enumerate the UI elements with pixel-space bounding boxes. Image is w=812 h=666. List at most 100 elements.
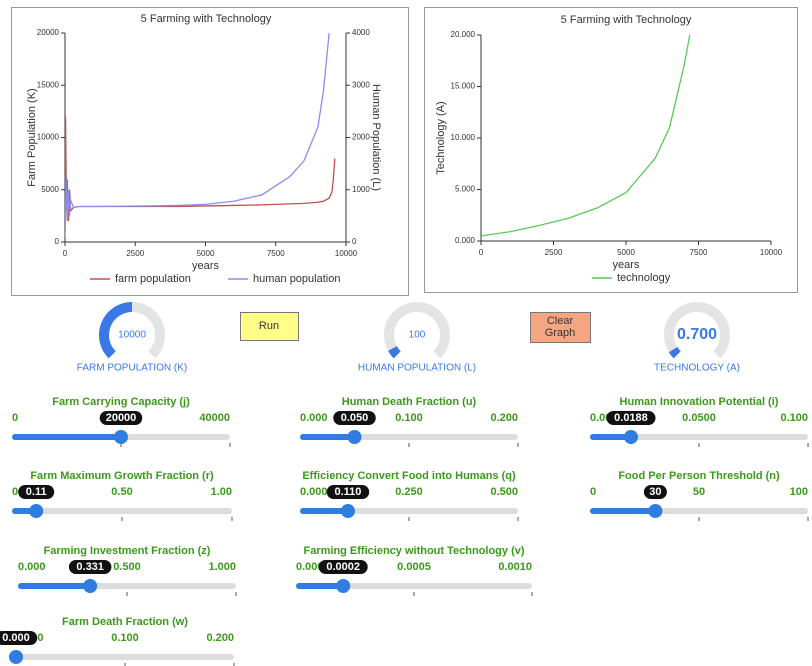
x-tick-label: 5000 <box>197 249 215 258</box>
series-line <box>65 116 336 232</box>
slider-value-bubble <box>333 411 376 425</box>
slider-value-bubble <box>318 560 368 574</box>
slider-label: Food Per Person Threshold (n) <box>618 470 780 482</box>
slider-track <box>12 508 232 514</box>
y2-tick-label: 4000 <box>352 28 370 37</box>
y2-tick-label: 2000 <box>352 133 370 142</box>
slider-value: 0.0002 <box>326 561 360 573</box>
slider-max: 0.200 <box>490 412 518 424</box>
slider-max: 100 <box>790 486 808 498</box>
y-axis-label: Technology (A) <box>435 101 447 174</box>
slider-value-bubble <box>18 485 55 499</box>
x-tick-label: 2500 <box>545 248 563 257</box>
slider-value: 30 <box>649 486 661 498</box>
slider-value-bubble <box>68 560 112 574</box>
slider-label: Farm Death Fraction (w) <box>62 616 188 628</box>
slider-mid: 0.100 <box>395 412 423 424</box>
slider-value-bubble <box>99 411 143 425</box>
slider-value: 0.050 <box>341 412 369 424</box>
y-tick-label: 10000 <box>37 133 60 142</box>
slider-thumb[interactable] <box>114 430 128 444</box>
x-tick-label: 7500 <box>267 249 285 258</box>
slider-max: 40000 <box>199 412 230 424</box>
button-label: Clear Graph <box>545 315 576 339</box>
slider-track <box>590 434 808 440</box>
slider-max: 0.200 <box>206 632 234 644</box>
chart-frame <box>424 7 798 293</box>
button-bg <box>530 312 591 343</box>
x-tick-label: 2500 <box>126 249 144 258</box>
slider-value: 0.11 <box>26 486 47 498</box>
gauge-value: 10000 <box>118 330 146 341</box>
slider-track <box>16 654 234 660</box>
slider-min: 0.000 <box>300 412 328 424</box>
button-label: Run <box>259 320 279 332</box>
slider-mid: 50 <box>693 486 705 498</box>
series-line <box>481 34 691 237</box>
gauge-label: HUMAN POPULATION (L) <box>358 363 476 374</box>
slider-label: Human Innovation Potential (i) <box>620 396 779 408</box>
legend-label: farm population <box>115 273 191 285</box>
slider-mid: 0.50 <box>111 486 132 498</box>
x-axis-label: years <box>192 260 219 272</box>
gauge-track <box>664 302 730 359</box>
slider-thumb[interactable] <box>623 430 638 444</box>
slider-max: 1.00 <box>211 486 232 498</box>
y-tick-label: 15.000 <box>451 82 476 91</box>
button[interactable]: Run <box>240 312 299 341</box>
chart-title: 5 Farming with Technology <box>141 13 272 25</box>
slider-value: 0.110 <box>334 486 361 498</box>
x-tick-label: 10000 <box>760 248 783 257</box>
x-tick-label: 0 <box>63 249 68 258</box>
series-line <box>65 32 330 237</box>
slider-mid: 0.0005 <box>397 561 431 573</box>
slider-min: 0.000 <box>300 486 328 498</box>
slider-fill <box>300 434 355 440</box>
slider-value-bubble <box>606 411 656 425</box>
gauge-label: FARM POPULATION (K) <box>77 363 187 374</box>
slider-label: Farming Efficiency without Technology (v… <box>303 545 524 557</box>
gauge-fill <box>668 346 681 359</box>
chart-frame <box>11 7 409 296</box>
slider-thumb[interactable] <box>83 579 98 593</box>
y-tick-label: 20.000 <box>451 30 476 39</box>
gauge-fill <box>388 345 401 359</box>
y-tick-label: 10.000 <box>451 133 476 142</box>
slider-fill <box>12 434 121 440</box>
slider-thumb[interactable] <box>347 430 362 444</box>
y2-tick-label: 3000 <box>352 80 370 89</box>
slider-value-bubble <box>0 631 38 645</box>
y-tick-label: 20000 <box>37 28 60 37</box>
slider-thumb[interactable] <box>648 504 663 518</box>
slider-value: 0.0188 <box>614 412 648 424</box>
slider-value-bubble <box>326 485 370 499</box>
slider-thumb[interactable] <box>29 504 44 518</box>
slider-thumb[interactable] <box>336 579 351 593</box>
x-tick-label: 0 <box>479 248 484 257</box>
slider-mid: 0.0500 <box>682 412 716 424</box>
y-axis-label: Farm Population (K) <box>26 88 38 186</box>
slider-label: Efficiency Convert Food into Humans (q) <box>302 470 516 482</box>
y-tick-label: 0.000 <box>455 236 476 245</box>
slider-thumb[interactable] <box>340 504 355 518</box>
slider-value: 0.331 <box>76 561 104 573</box>
button[interactable]: Clear Graph <box>530 312 591 343</box>
y2-tick-label: 1000 <box>352 185 370 194</box>
y2-axis-label: Human Population (L) <box>370 84 382 191</box>
slider-mid: 0.100 <box>111 632 139 644</box>
slider-min: 0 <box>590 486 596 498</box>
chart-title: 5 Farming with Technology <box>561 14 692 26</box>
slider-fill <box>300 508 348 514</box>
slider-fill <box>590 434 631 440</box>
y-tick-label: 5000 <box>41 185 59 194</box>
slider-value-bubble <box>643 485 667 499</box>
slider-thumb[interactable] <box>9 650 23 664</box>
button-label-line: Graph <box>545 327 576 339</box>
x-axis-label: years <box>613 259 640 271</box>
gauge-fill <box>99 302 133 359</box>
slider-fill <box>18 583 91 589</box>
slider-label: Farming Investment Fraction (z) <box>44 545 211 557</box>
x-tick-label: 5000 <box>617 248 635 257</box>
slider-mid: 0.250 <box>395 486 423 498</box>
